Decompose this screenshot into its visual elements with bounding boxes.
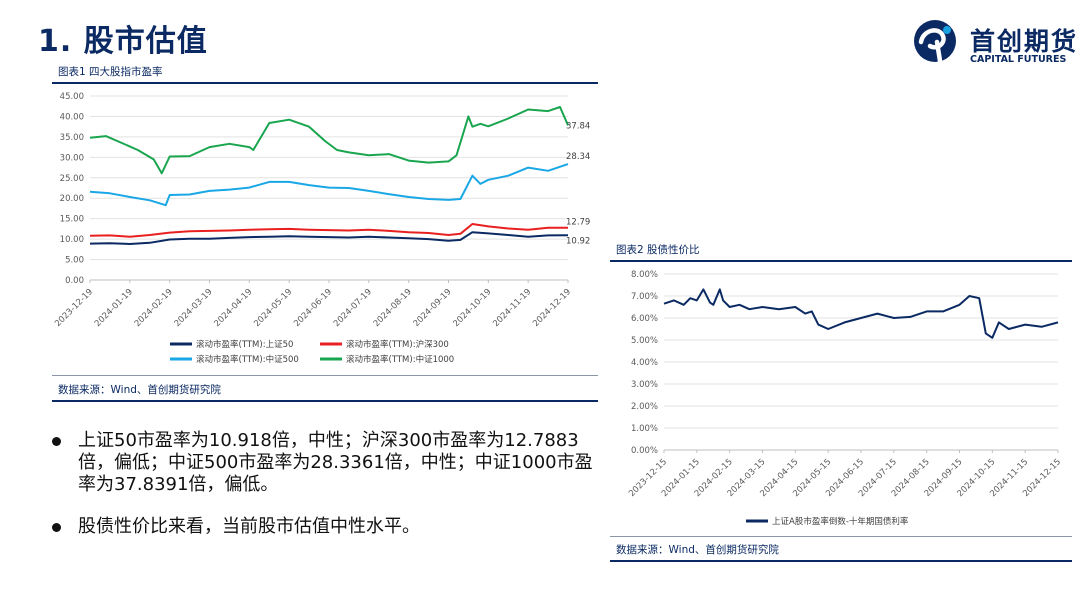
y-tick-label: 30.00	[60, 153, 84, 163]
y-tick-label: 25.00	[60, 174, 84, 184]
y-tick-label: 0.00%	[631, 446, 658, 456]
y-tick-label: 6.00%	[631, 314, 658, 324]
x-tick-label: 2024-06-19	[292, 287, 334, 329]
x-tick-label: 2024-03-19	[173, 287, 215, 329]
legend-label: 滚动市盈率(TTM):上证50	[196, 339, 293, 350]
chart1-source-rule	[52, 400, 598, 402]
y-tick-label: 5.00	[65, 256, 84, 266]
legend-label: 滚动市盈率(TTM):中证500	[196, 354, 299, 365]
chart2-source: 数据来源：Wind、首创期货研究院	[616, 544, 779, 556]
logo-english-name: CAPITAL FUTURES	[970, 54, 1067, 65]
bullet-text: 股债性价比来看，当前股市估值中性水平。	[78, 516, 420, 537]
x-tick-label: 2024-02-19	[133, 287, 175, 329]
x-tick-label: 2024-08-19	[372, 287, 414, 329]
chart2-top-rule	[610, 260, 1072, 262]
legend-label: 滚动市盈率(TTM):中证1000	[346, 354, 454, 365]
series-line	[89, 106, 569, 175]
series-end-label: 28.34	[566, 152, 590, 162]
logo-chinese-name: 首创期货	[970, 27, 1079, 56]
y-tick-label: 0.00	[65, 276, 84, 286]
chart1-source: 数据来源：Wind、首创期货研究院	[58, 384, 221, 396]
y-tick-label: 10.00	[60, 235, 84, 245]
y-tick-label: 15.00	[60, 215, 84, 225]
chart1-pe-ratio-lines: 0.00 5.00 10.00 15.00 20.00 25.00 30.00 35.00 40…	[53, 92, 590, 365]
x-tick-label: 2024-12-19	[531, 287, 573, 329]
y-tick-label: 35.00	[60, 133, 84, 143]
chart1-top-rule	[52, 82, 598, 84]
bullet-dot-icon	[52, 523, 61, 532]
x-tick-label: 2024-07-19	[332, 287, 374, 329]
y-tick-label: 45.00	[60, 92, 84, 102]
y-tick-label: 1.00%	[631, 424, 658, 434]
series-line	[89, 223, 568, 238]
series-line	[89, 163, 569, 207]
x-tick-label: 2023-12-19	[53, 287, 95, 329]
chart1-caption: 图表1 四大股指市盈率	[58, 66, 163, 78]
x-tick-label: 2024-09-19	[412, 287, 454, 329]
x-tick-label: 2024-04-19	[212, 287, 254, 329]
chart1-bottom-rule	[52, 375, 598, 376]
capital-futures-logo-icon	[914, 20, 956, 64]
y-tick-label: 3.00%	[631, 380, 658, 390]
chart2-stock-bond-line: 0.00% 1.00% 2.00% 3.00% 4.00% 5.00% 6.00% 7.00%…	[627, 270, 1063, 527]
y-tick-label: 40.00	[60, 112, 84, 122]
x-tick-label: 2024-01-19	[93, 287, 135, 329]
y-tick-label: 20.00	[60, 194, 84, 204]
y-tick-label: 5.00%	[631, 336, 658, 346]
page-title: 1. 股市估值	[38, 24, 208, 59]
series-end-label: 12.79	[566, 218, 590, 228]
x-tick-label: 2024-10-19	[451, 287, 493, 329]
legend-label: 上证A股市盈率倒数-十年期国债利率	[772, 516, 909, 527]
company-logo: 首创期货 CAPITAL FUTURES	[912, 18, 1077, 70]
y-tick-label: 2.00%	[631, 402, 658, 412]
legend-label: 滚动市盈率(TTM):沪深300	[346, 339, 449, 350]
y-tick-label: 4.00%	[631, 358, 658, 368]
series-end-label: 10.92	[566, 236, 590, 246]
series-line	[663, 288, 1059, 339]
chart2-source-rule	[610, 560, 1072, 562]
bullet-text: 上证50市盈率为10.918倍，中性；沪深300市盈率为12.7883倍，偏低；…	[78, 430, 593, 495]
chart2-bottom-rule	[610, 536, 1072, 537]
chart2-caption: 图表2 股债性价比	[616, 244, 700, 256]
series-line	[89, 231, 569, 245]
bullet-dot-icon	[52, 437, 61, 446]
y-tick-label: 7.00%	[631, 292, 658, 302]
x-tick-label: 2024-11-19	[491, 287, 533, 329]
series-end-label: 37.84	[566, 121, 590, 131]
x-tick-label: 2024-05-19	[252, 287, 294, 329]
y-tick-label: 8.00%	[631, 270, 658, 280]
